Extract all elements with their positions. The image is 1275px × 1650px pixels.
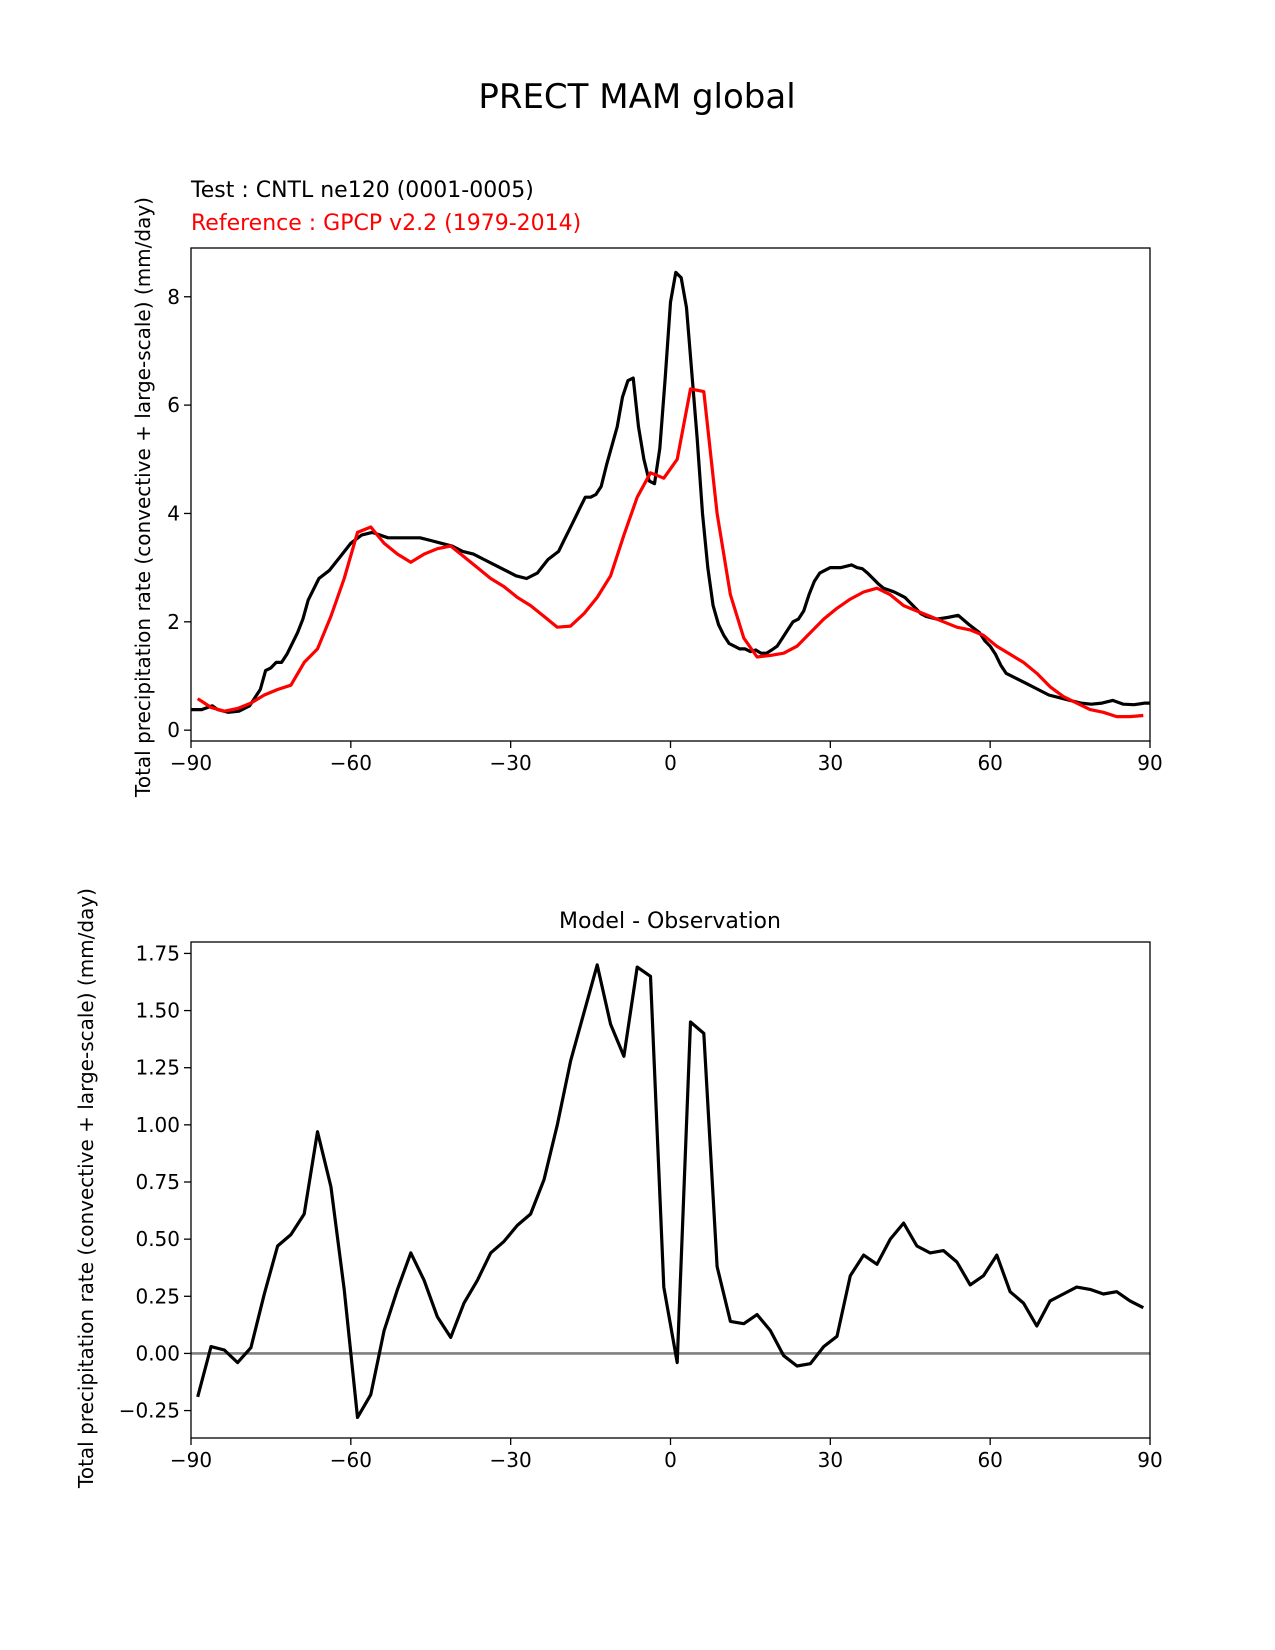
x-tick-label: −30 bbox=[490, 751, 532, 775]
x-tick-label: 0 bbox=[664, 751, 677, 775]
y-tick-label: 0.25 bbox=[135, 1284, 180, 1308]
y-tick-label: 2 bbox=[167, 610, 180, 634]
reference-series-line bbox=[196, 387, 1144, 719]
y-tick-label: 1.50 bbox=[135, 999, 180, 1023]
x-tick-label: −90 bbox=[170, 751, 212, 775]
x-tick-label: 90 bbox=[1137, 1448, 1162, 1472]
test-series-line bbox=[191, 270, 1150, 714]
x-tick-label: −30 bbox=[490, 1448, 532, 1472]
difference-series-line bbox=[196, 963, 1145, 1420]
x-tick-label: 90 bbox=[1137, 751, 1162, 775]
x-tick-label: −90 bbox=[170, 1448, 212, 1472]
zonal-mean-panel: Test : CNTL ne120 (0001-0005) Reference … bbox=[131, 178, 1163, 798]
y-axis-label: Total precipitation rate (convective + l… bbox=[74, 888, 98, 1489]
x-tick-label: 30 bbox=[818, 1448, 843, 1472]
plot-frame bbox=[190, 941, 1151, 1439]
y-tick-label: 6 bbox=[167, 393, 180, 417]
y-tick-label: 4 bbox=[167, 501, 180, 525]
difference-title: Model - Observation bbox=[559, 909, 781, 934]
x-tick-label: 60 bbox=[977, 1448, 1002, 1472]
y-tick-label: 0.75 bbox=[135, 1170, 180, 1194]
figure-title: PRECT MAM global bbox=[478, 77, 795, 117]
y-tick-label: 0.00 bbox=[135, 1341, 180, 1365]
y-tick-label: 8 bbox=[167, 285, 180, 309]
x-tick-label: 60 bbox=[977, 751, 1002, 775]
y-axis-label: Total precipitation rate (convective + l… bbox=[131, 197, 155, 798]
y-tick-label: 0 bbox=[167, 718, 180, 742]
y-tick-label: 0.50 bbox=[135, 1227, 180, 1251]
x-tick-label: −60 bbox=[330, 1448, 372, 1472]
x-tick-label: −60 bbox=[330, 751, 372, 775]
y-tick-label: 1.75 bbox=[135, 941, 180, 965]
difference-panel: Model - Observation Total precipitation … bbox=[74, 888, 1163, 1489]
y-tick-label: 1.25 bbox=[135, 1056, 180, 1080]
reference-label: Reference : GPCP v2.2 (1979-2014) bbox=[191, 211, 581, 236]
test-label: Test : CNTL ne120 (0001-0005) bbox=[190, 178, 534, 203]
x-tick-label: 0 bbox=[664, 1448, 677, 1472]
y-tick-label: 1.00 bbox=[135, 1113, 180, 1137]
x-tick-label: 30 bbox=[818, 751, 843, 775]
plot-frame bbox=[190, 247, 1151, 742]
y-tick-label: −0.25 bbox=[119, 1399, 180, 1423]
